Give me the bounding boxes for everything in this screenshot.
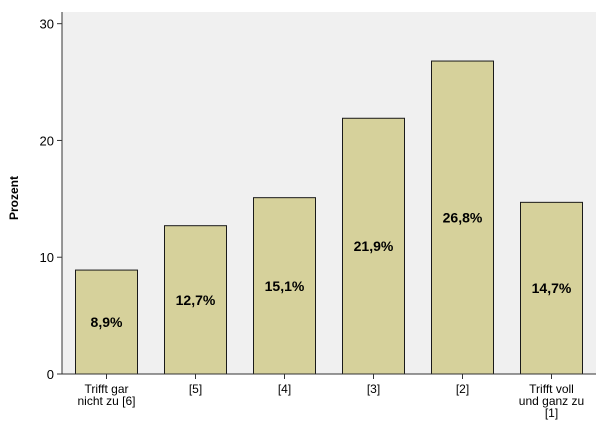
y-tick-label: 0 xyxy=(47,367,54,382)
data-label: 21,9% xyxy=(354,238,394,254)
y-tick-label: 10 xyxy=(40,250,54,265)
x-tick-label: [2] xyxy=(456,382,469,396)
bar xyxy=(342,117,405,375)
y-axis: 0 10 20 30 xyxy=(40,12,63,382)
data-labels-group: 8,9% 12,7% 15,1% 21,9% 26,8% 14,7% xyxy=(91,210,572,331)
x-axis: Trifft gar nicht zu [6] [5] [4] [3] [2] Trifft… xyxy=(62,373,596,420)
bars-group xyxy=(75,60,583,375)
x-tick-label: [3] xyxy=(367,382,380,396)
bar xyxy=(520,201,583,375)
y-tick-label: 20 xyxy=(40,133,54,148)
data-label: 26,8% xyxy=(443,210,483,226)
x-tick-label: [4] xyxy=(278,382,291,396)
data-label: 12,7% xyxy=(176,292,216,308)
data-label: 8,9% xyxy=(91,314,123,330)
bar xyxy=(431,60,494,375)
x-tick-label: Trifft gar nicht zu [6] xyxy=(77,382,135,408)
plot-area xyxy=(62,12,596,374)
data-label: 14,7% xyxy=(532,280,572,296)
x-tick-label: Trifft voll und ganz zu [1] xyxy=(519,382,584,420)
bar xyxy=(164,225,227,375)
x-tick-label: [5] xyxy=(189,382,202,396)
data-label: 15,1% xyxy=(265,278,305,294)
bar xyxy=(253,197,316,375)
bar xyxy=(75,269,138,375)
y-axis-title: Prozent xyxy=(7,176,21,220)
y-tick-label: 30 xyxy=(40,17,54,32)
